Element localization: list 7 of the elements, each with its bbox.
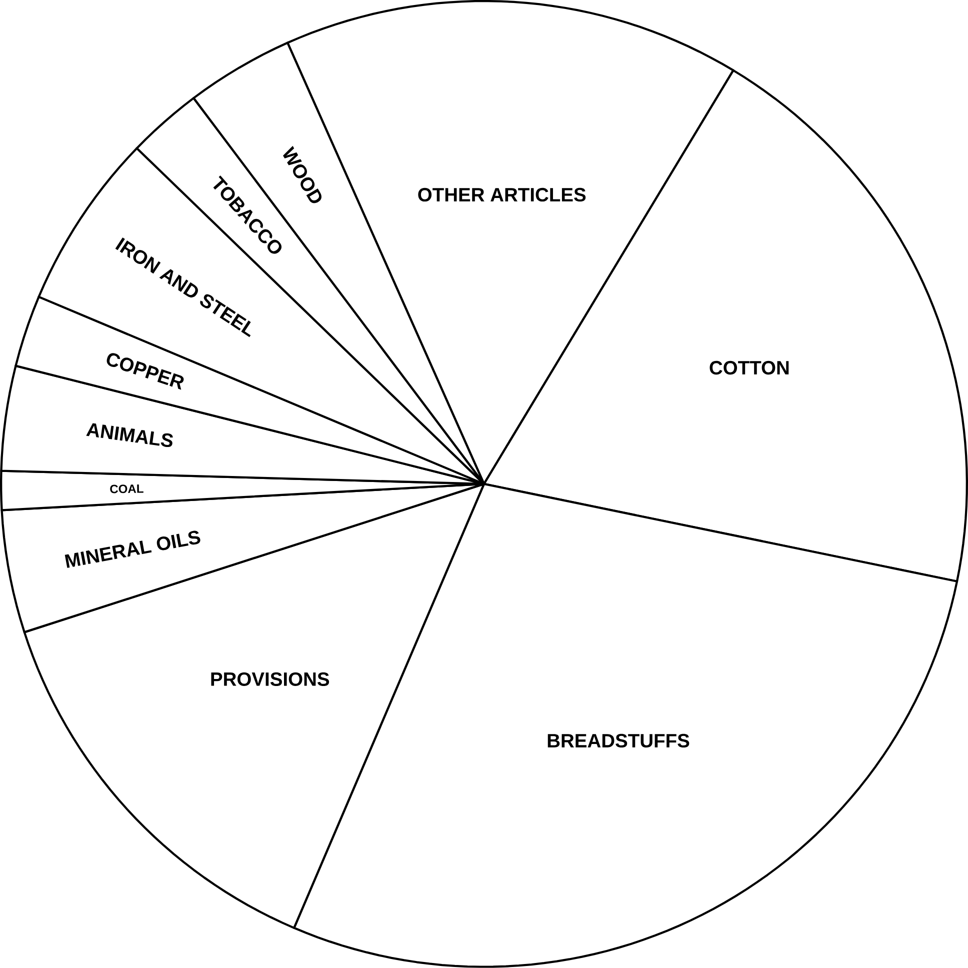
slice-label: BREADSTUFFS [548,734,690,748]
slice-label: OTHER ARTICLES [418,188,586,202]
slice-label: MINERAL OILS [64,530,200,568]
slice-label: COTTON [710,360,789,375]
slice-label: COAL [110,484,144,494]
slice-label: PROVISIONS [211,672,330,686]
slice-label: ANIMALS [86,423,173,448]
